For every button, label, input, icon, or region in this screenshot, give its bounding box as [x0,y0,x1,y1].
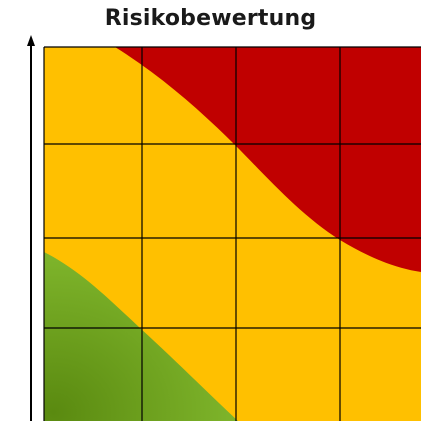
low-risk-zone [44,252,238,421]
grid-lines [43,46,421,421]
diagram-title: Risikobewertung [104,6,317,31]
y-axis [27,35,35,421]
high-risk-zone [115,47,421,272]
y-axis-arrow-icon [27,35,35,46]
